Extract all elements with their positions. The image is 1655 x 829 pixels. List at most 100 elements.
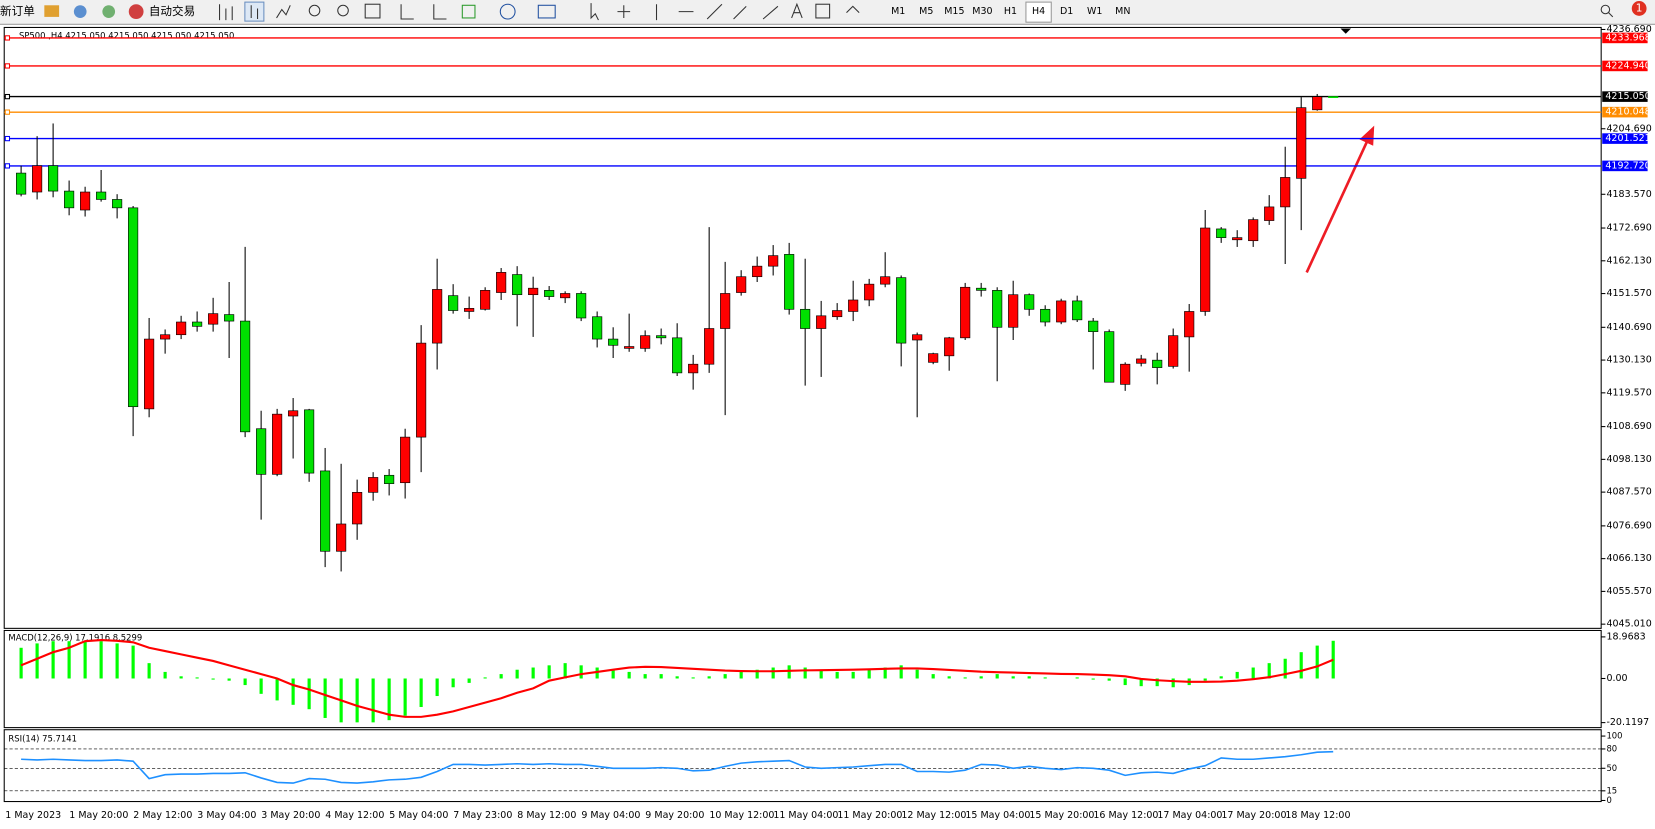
template-icon[interactable] xyxy=(537,4,556,19)
macd-bar xyxy=(819,669,823,679)
time-label: 7 May 23:00 xyxy=(453,810,512,821)
notification-badge[interactable] xyxy=(1631,1,1647,16)
macd-bar xyxy=(483,677,487,679)
notification-count: 1 xyxy=(1636,2,1643,14)
candle-body xyxy=(496,272,507,293)
time-label: 11 May 20:00 xyxy=(837,810,902,821)
macd-bar xyxy=(1203,678,1207,681)
macd-bar xyxy=(307,678,311,710)
macd-bar xyxy=(99,641,103,679)
candle-body xyxy=(784,254,795,310)
macd-bar xyxy=(739,671,743,679)
timeframe-button[interactable]: W1 xyxy=(1087,6,1102,17)
bar-chart-icon[interactable] xyxy=(219,4,233,21)
macd-bar xyxy=(51,641,55,679)
price-label-box xyxy=(1602,106,1648,118)
candle-body xyxy=(1280,177,1291,208)
candle-body xyxy=(160,334,171,340)
auto-trading-icon[interactable] xyxy=(128,4,144,20)
y-tick-label: 4236.690 xyxy=(1606,24,1651,35)
timeframe-button[interactable]: MN xyxy=(1115,6,1130,17)
indicator-icon[interactable] xyxy=(461,4,476,19)
macd-bar xyxy=(451,678,455,688)
macd-bar xyxy=(259,678,263,694)
macd-bar xyxy=(515,669,519,679)
candle-body xyxy=(32,165,43,193)
y-tick-label: 4162.130 xyxy=(1606,255,1651,266)
annotation-arrow-head xyxy=(1359,125,1375,146)
candle-body xyxy=(1040,308,1051,323)
macd-frame xyxy=(3,629,1602,729)
toolbar-icons xyxy=(219,1,1614,22)
time-label: 16 May 12:00 xyxy=(1093,810,1158,821)
y-tick-label: -20.1197 xyxy=(1606,717,1649,728)
candle-body xyxy=(80,191,91,211)
candle-body xyxy=(240,320,251,433)
line-icon[interactable] xyxy=(276,5,291,19)
icon[interactable] xyxy=(102,5,116,18)
macd-bar xyxy=(1235,671,1239,679)
icon[interactable] xyxy=(73,5,87,18)
candle-body xyxy=(1024,294,1035,310)
candle-body xyxy=(944,337,955,357)
candle-body xyxy=(816,315,827,329)
candle-body xyxy=(48,165,59,192)
macd-bar xyxy=(227,678,231,681)
timeframe-button[interactable]: M5 xyxy=(919,6,933,17)
candle-body xyxy=(256,428,267,475)
label-tool-icon[interactable] xyxy=(815,3,831,19)
timeframe-button[interactable]: M30 xyxy=(972,6,992,17)
new-order-button[interactable]: 新订单 xyxy=(0,4,35,18)
timeframe-button[interactable]: M15 xyxy=(944,6,964,17)
zoom-out-icon[interactable] xyxy=(337,4,349,17)
candle-body xyxy=(384,474,395,484)
period-icon[interactable] xyxy=(499,3,516,20)
candle-body xyxy=(1248,219,1259,242)
y-tick-label: 4098.130 xyxy=(1606,454,1651,465)
arrow-tool-icon[interactable] xyxy=(846,5,860,14)
macd-bar xyxy=(547,665,551,679)
candle-body xyxy=(1104,331,1115,383)
candle-body xyxy=(1264,206,1275,221)
macd-bar xyxy=(1091,678,1095,680)
time-label: 1 May 20:00 xyxy=(69,810,128,821)
candle-body xyxy=(896,277,907,344)
macd-bar xyxy=(19,647,23,679)
macd-bar xyxy=(195,677,199,679)
y-tick-label: 4172.690 xyxy=(1606,223,1651,234)
candle-body xyxy=(224,314,235,322)
timeframe-button[interactable]: H1 xyxy=(1004,6,1017,17)
candle-body xyxy=(720,293,731,329)
auto-trading-button[interactable]: 自动交易 xyxy=(149,4,195,18)
timeframe-button[interactable]: H4 xyxy=(1032,6,1045,17)
search-icon[interactable] xyxy=(1600,4,1611,15)
macd-bar xyxy=(1027,676,1031,679)
candle-body xyxy=(144,338,155,410)
macd-bar xyxy=(1139,678,1143,687)
candle-body xyxy=(128,207,139,408)
macd-bar xyxy=(915,669,919,679)
timeframe-button[interactable]: M1 xyxy=(891,6,905,17)
candle-body xyxy=(848,299,859,312)
price-label: 4233.968 xyxy=(1605,32,1650,43)
macd-label: MACD(12,26,9) 17.1916 8.5299 xyxy=(8,632,142,642)
macd-bar xyxy=(1075,677,1079,679)
shift-icons[interactable] xyxy=(400,4,447,20)
timeframe-button[interactable]: D1 xyxy=(1060,6,1073,17)
zoom-in-icon[interactable] xyxy=(308,4,321,17)
macd-bar xyxy=(931,674,935,679)
candle-icon[interactable] xyxy=(244,1,265,22)
draw-tools[interactable] xyxy=(590,3,779,21)
icon[interactable] xyxy=(44,5,60,17)
candle-body xyxy=(1232,237,1243,241)
macd-bar xyxy=(83,641,87,679)
macd-bar xyxy=(211,678,215,680)
rsi-frame xyxy=(3,729,1602,803)
tile-icon[interactable] xyxy=(364,3,381,19)
time-label: 2 May 12:00 xyxy=(133,810,192,821)
macd-bar xyxy=(1267,663,1271,679)
candle-body xyxy=(1088,320,1099,332)
y-tick-label: 15 xyxy=(1606,785,1617,795)
text-tool-icon[interactable] xyxy=(791,2,803,19)
candle-body xyxy=(1296,107,1307,179)
